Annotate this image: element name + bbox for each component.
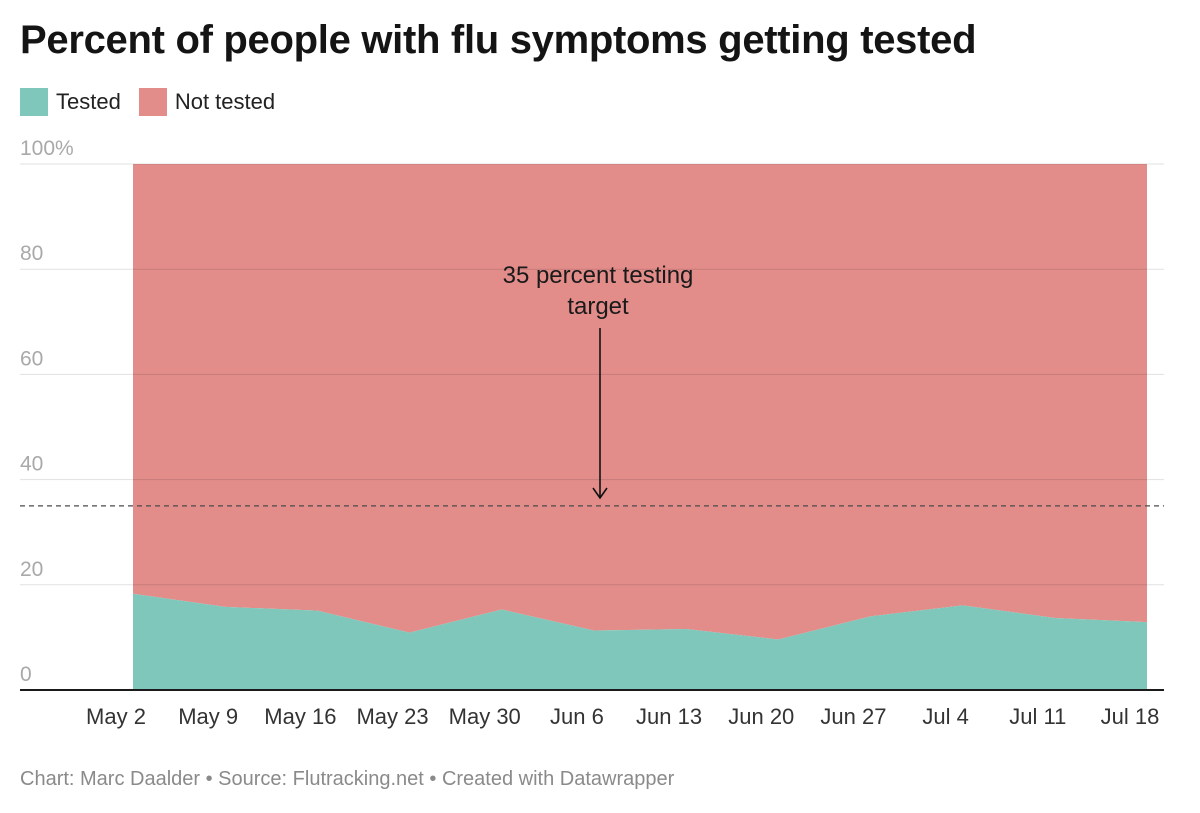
chart-footer: Chart: Marc Daalder • Source: Flutrackin… (20, 768, 675, 790)
x-tick-label: Jul 4 (922, 704, 968, 729)
x-tick-label: May 16 (264, 704, 336, 729)
chart-title: Percent of people with flu symptoms gett… (20, 18, 977, 62)
x-tick-label: May 23 (356, 704, 428, 729)
legend-swatch-not-tested (138, 88, 167, 116)
y-tick-label: 20 (20, 558, 43, 581)
y-tick-label: 80 (20, 242, 43, 265)
x-tick-label: Jun 20 (728, 704, 794, 729)
legend-item-tested: Tested (20, 88, 121, 116)
x-tick-label: Jul 11 (1009, 704, 1066, 729)
legend-label-not-tested: Not tested (174, 89, 276, 114)
x-tick-label: May 30 (449, 704, 521, 729)
series-area-tested (133, 593, 1147, 690)
x-tick-label: May 9 (178, 704, 238, 729)
area-chart: 0 20 40 60 80 100% May 2 May 9 May 16 May 23 May 3… (20, 137, 1164, 729)
y-tick-label: 40 (20, 453, 43, 476)
legend: Tested Not tested (20, 88, 293, 116)
series-area-not-tested (133, 164, 1147, 640)
legend-swatch-tested (20, 88, 48, 116)
y-tick-label: 60 (20, 347, 43, 370)
x-tick-label: Jun 6 (550, 704, 604, 729)
x-tick-label: Jul 18 (1101, 704, 1160, 729)
x-tick-label: Jun 27 (820, 704, 886, 729)
legend-item-not-tested: Not tested (138, 88, 276, 116)
x-tick-label: May 2 (86, 704, 146, 729)
annotation-text: target (567, 293, 629, 320)
annotation-text: 35 percent testing (503, 262, 694, 289)
y-tick-label: 100% (20, 137, 74, 160)
annotation-arrowhead (592, 487, 608, 500)
legend-label-tested: Tested (56, 89, 121, 114)
y-tick-label: 0 (20, 663, 32, 686)
x-tick-label: Jun 13 (636, 704, 702, 729)
